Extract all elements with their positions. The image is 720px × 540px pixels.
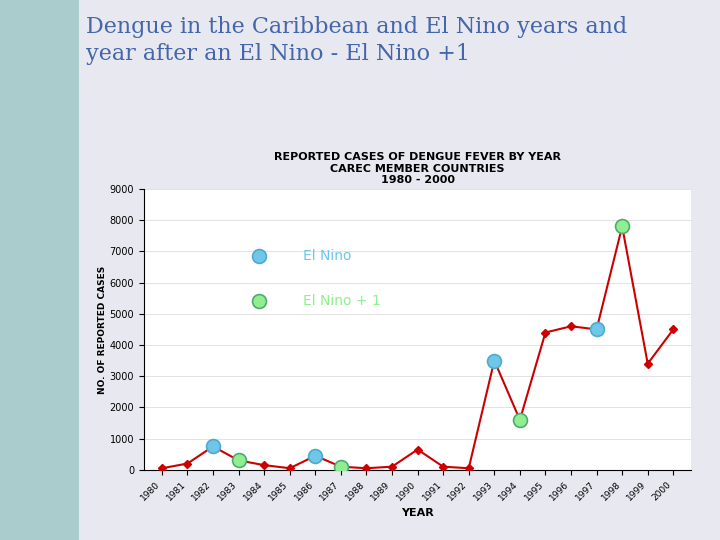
Text: El Nino + 1: El Nino + 1: [302, 294, 380, 308]
Text: El Nino: El Nino: [302, 249, 351, 264]
Text: Dengue in the Caribbean and El Nino years and
year after an El Nino - El Nino +1: Dengue in the Caribbean and El Nino year…: [86, 16, 628, 65]
Y-axis label: NO. OF REPORTED CASES: NO. OF REPORTED CASES: [98, 265, 107, 394]
X-axis label: YEAR: YEAR: [401, 508, 434, 518]
Title: REPORTED CASES OF DENGUE FEVER BY YEAR
CAREC MEMBER COUNTRIES
1980 - 2000: REPORTED CASES OF DENGUE FEVER BY YEAR C…: [274, 152, 561, 185]
